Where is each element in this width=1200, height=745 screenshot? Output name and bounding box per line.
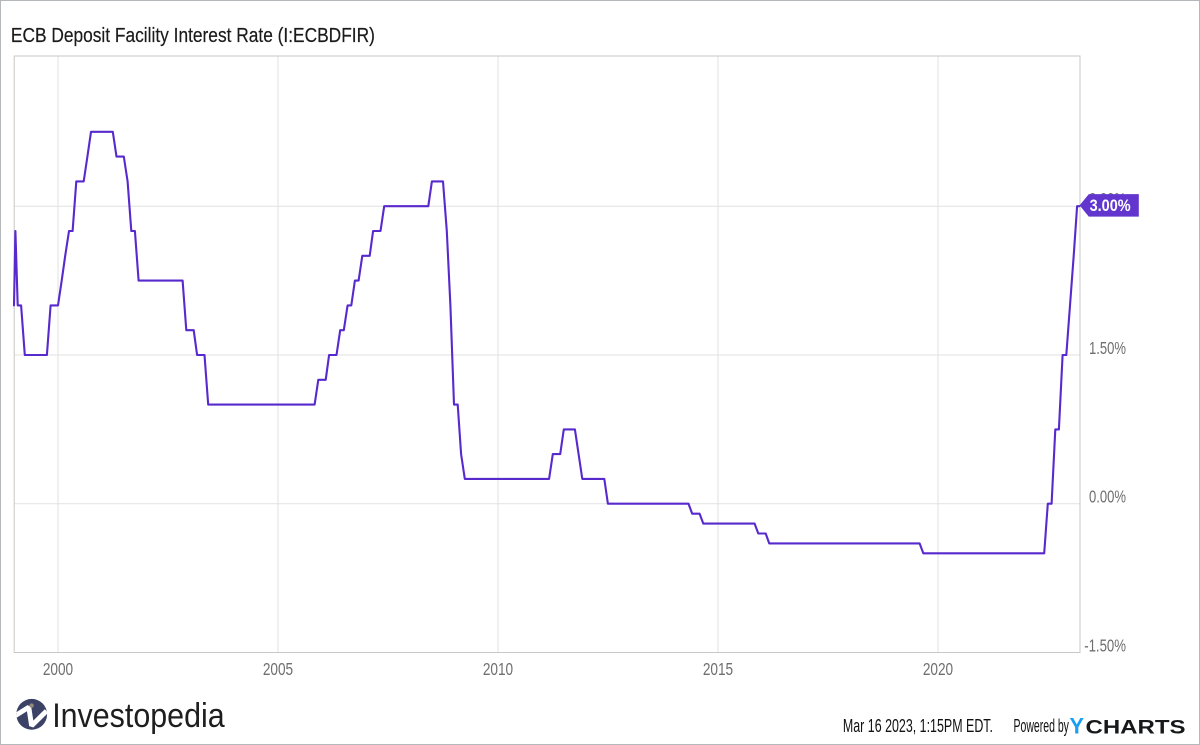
svg-text:Y: Y bbox=[1070, 714, 1085, 739]
svg-text:1.50%: 1.50% bbox=[1089, 338, 1126, 358]
svg-text:0.00%: 0.00% bbox=[1089, 487, 1126, 507]
svg-text:2015: 2015 bbox=[703, 659, 733, 679]
svg-text:CHARTS: CHARTS bbox=[1086, 718, 1186, 739]
svg-text:ECB Deposit Facility Interest: ECB Deposit Facility Interest Rate (I:EC… bbox=[11, 25, 375, 47]
svg-text:2005: 2005 bbox=[263, 659, 293, 679]
svg-text:Powered by: Powered by bbox=[1014, 716, 1069, 736]
svg-text:Investopedia: Investopedia bbox=[52, 697, 225, 735]
svg-text:Mar 16 2023, 1:15PM EDT.: Mar 16 2023, 1:15PM EDT. bbox=[843, 716, 993, 736]
svg-text:3.00%: 3.00% bbox=[1090, 197, 1131, 215]
svg-text:2020: 2020 bbox=[923, 659, 953, 679]
svg-text:2000: 2000 bbox=[43, 659, 73, 679]
svg-text:-1.50%: -1.50% bbox=[1084, 636, 1126, 656]
svg-text:2010: 2010 bbox=[483, 659, 513, 679]
